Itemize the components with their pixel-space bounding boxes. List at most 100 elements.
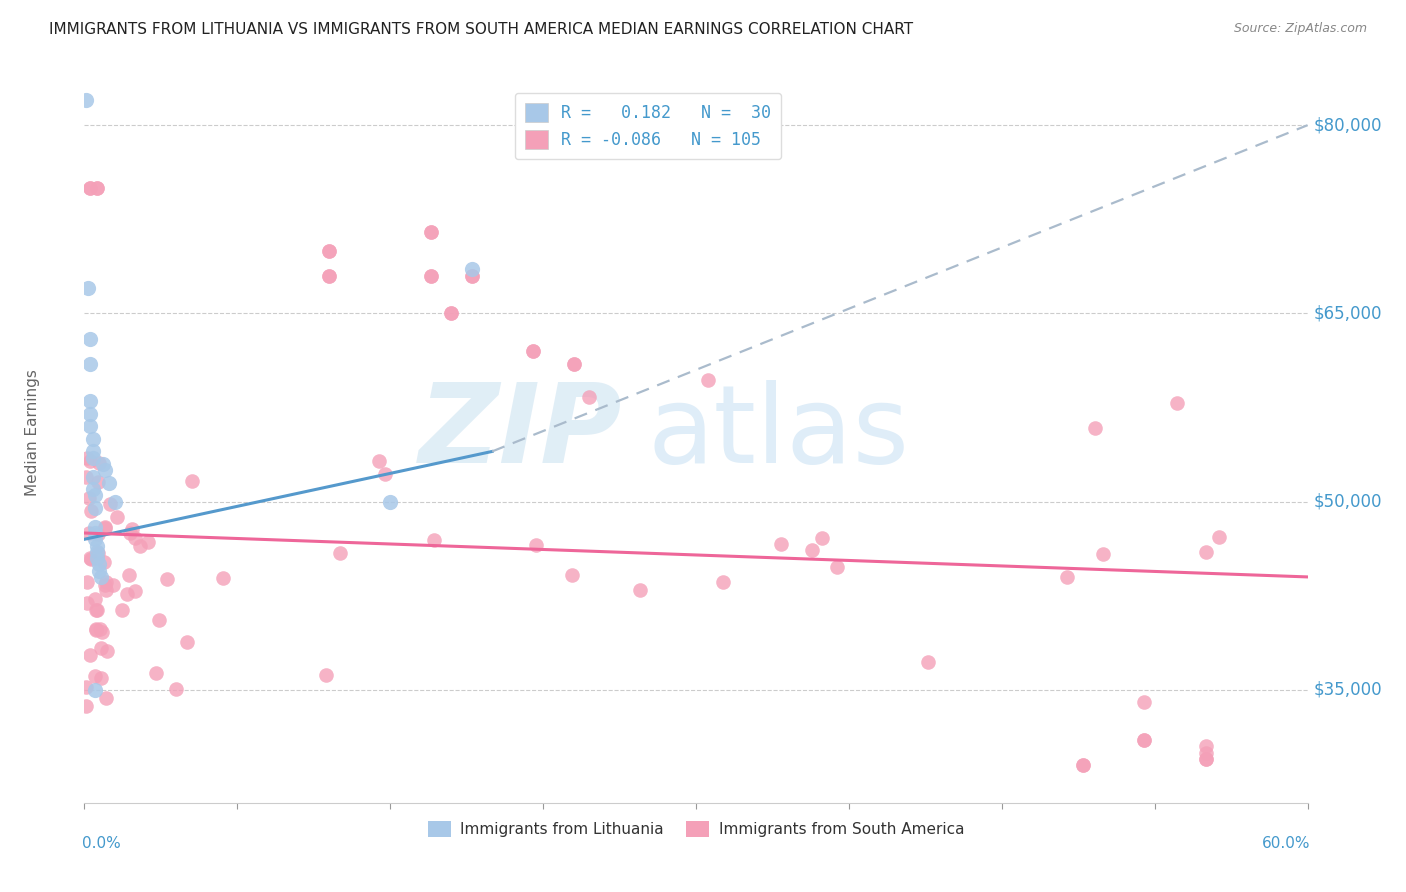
Point [825, 559, 848, 574]
Point [811, 531, 834, 545]
Point [86, 539, 108, 553]
Point [121, 522, 143, 536]
Point [87, 456, 110, 470]
Point [524, 538, 547, 552]
Point [96, 583, 118, 598]
Point [318, 244, 340, 258]
Point [578, 390, 600, 404]
Point [1073, 758, 1095, 772]
Point [562, 357, 585, 371]
Text: $65,000: $65,000 [1313, 304, 1382, 322]
Point [165, 682, 187, 697]
Point [1195, 746, 1218, 760]
Point [181, 475, 204, 489]
Point [86, 602, 108, 616]
Point [87, 546, 110, 560]
Point [83, 488, 105, 502]
Point [420, 268, 443, 283]
Point [93, 578, 115, 592]
Point [93, 555, 115, 569]
Point [367, 453, 389, 467]
Legend: Immigrants from Lithuania, Immigrants from South America: Immigrants from Lithuania, Immigrants fr… [422, 815, 970, 843]
Point [318, 268, 340, 283]
Text: $80,000: $80,000 [1313, 116, 1382, 134]
Point [83, 520, 105, 534]
Point [697, 373, 720, 387]
Text: ZIP: ZIP [419, 379, 623, 486]
Point [79, 181, 101, 195]
Point [94, 691, 117, 706]
Text: Source: ZipAtlas.com: Source: ZipAtlas.com [1233, 22, 1367, 36]
Point [136, 534, 159, 549]
Point [1208, 530, 1230, 544]
Point [82, 432, 104, 446]
Point [75, 698, 97, 713]
Point [83, 500, 105, 515]
Point [1133, 695, 1156, 709]
Point [82, 469, 104, 483]
Point [75, 93, 97, 107]
Point [315, 668, 337, 682]
Point [84, 603, 107, 617]
Point [94, 520, 117, 534]
Point [83, 526, 105, 541]
Point [1195, 752, 1218, 766]
Point [82, 482, 104, 496]
Point [145, 666, 167, 681]
Point [461, 268, 484, 283]
Point [86, 545, 108, 559]
Point [76, 451, 98, 466]
Point [87, 564, 110, 578]
Point [118, 525, 141, 540]
Point [176, 635, 198, 649]
Point [79, 357, 101, 371]
Point [86, 623, 108, 637]
Point [118, 568, 141, 582]
Text: 60.0%: 60.0% [1261, 836, 1310, 851]
Point [562, 357, 585, 371]
Point [86, 551, 108, 566]
Point [84, 592, 107, 607]
Point [461, 262, 484, 277]
Point [79, 181, 101, 195]
Point [94, 521, 117, 535]
Point [79, 331, 101, 345]
Point [80, 504, 103, 518]
Point [1166, 396, 1188, 410]
Point [97, 475, 120, 490]
Point [80, 552, 103, 566]
Point [87, 558, 110, 572]
Point [148, 613, 170, 627]
Point [94, 575, 117, 590]
Point [75, 680, 97, 694]
Point [318, 244, 340, 258]
Point [1133, 733, 1156, 747]
Point [90, 640, 112, 655]
Point [440, 306, 463, 320]
Point [89, 622, 111, 636]
Point [917, 655, 939, 669]
Point [91, 625, 114, 640]
Point [440, 306, 463, 320]
Point [79, 550, 101, 565]
Text: $50,000: $50,000 [1313, 492, 1382, 510]
Point [329, 546, 352, 560]
Point [1073, 758, 1095, 772]
Point [1084, 421, 1107, 435]
Point [82, 450, 104, 465]
Point [380, 494, 402, 508]
Point [79, 419, 101, 434]
Point [83, 682, 105, 697]
Point [79, 407, 101, 421]
Text: 0.0%: 0.0% [82, 836, 121, 851]
Point [79, 525, 101, 540]
Point [561, 568, 583, 582]
Point [111, 603, 134, 617]
Point [800, 543, 823, 558]
Point [79, 454, 101, 468]
Point [82, 444, 104, 458]
Text: atlas: atlas [647, 380, 910, 485]
Point [87, 475, 110, 490]
Point [77, 491, 100, 506]
Point [628, 583, 651, 598]
